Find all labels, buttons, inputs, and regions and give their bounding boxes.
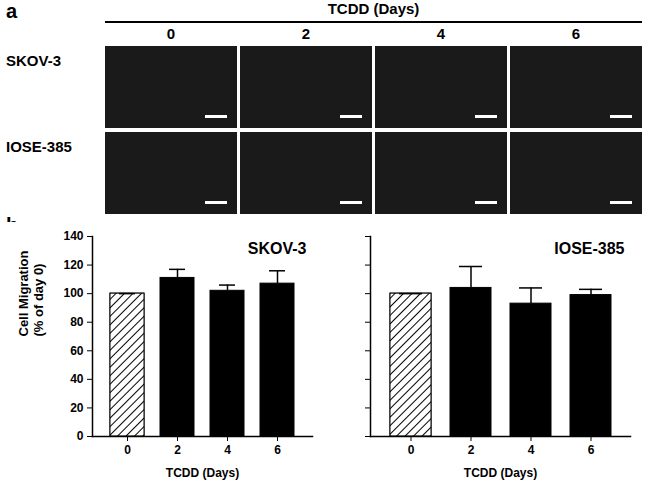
svg-text:6: 6 [588, 443, 595, 457]
html-text:6: 6 [571, 25, 581, 42]
svg-text:140: 140 [63, 229, 83, 243]
html-text:0: 0 [166, 25, 176, 42]
svg-text:100: 100 [63, 286, 83, 300]
html-text:IOSE-385: IOSE-385 [6, 138, 72, 155]
html-text:TCDD (Days): TCDD (Days) [327, 0, 420, 17]
svg-text:TCDD (Days): TCDD (Days) [464, 466, 537, 480]
svg-text:0: 0 [408, 443, 415, 457]
svg-text:40: 40 [70, 372, 84, 386]
svg-text:2: 2 [468, 443, 475, 457]
html-text:a: a [6, 0, 18, 22]
svg-text:6: 6 [274, 443, 281, 457]
svg-text:120: 120 [63, 258, 83, 272]
svg-text:IOSE-385: IOSE-385 [554, 240, 624, 257]
svg-text:2: 2 [174, 443, 181, 457]
svg-text:80: 80 [70, 315, 84, 329]
svg-text:Cell Migration(% of day 0): Cell Migration(% of day 0) [16, 250, 46, 336]
html-text:b: b [6, 214, 19, 236]
html-text:SKOV-3: SKOV-3 [6, 52, 61, 69]
html-text:4: 4 [436, 25, 446, 42]
html-text:2: 2 [301, 25, 311, 42]
svg-text:60: 60 [70, 344, 84, 358]
svg-text:20: 20 [70, 401, 84, 415]
svg-text:4: 4 [224, 443, 231, 457]
svg-text:0: 0 [77, 429, 84, 443]
svg-text:4: 4 [528, 443, 535, 457]
svg-text:TCDD (Days): TCDD (Days) [166, 466, 239, 480]
svg-text:SKOV-3: SKOV-3 [248, 240, 307, 257]
svg-text:0: 0 [124, 443, 131, 457]
